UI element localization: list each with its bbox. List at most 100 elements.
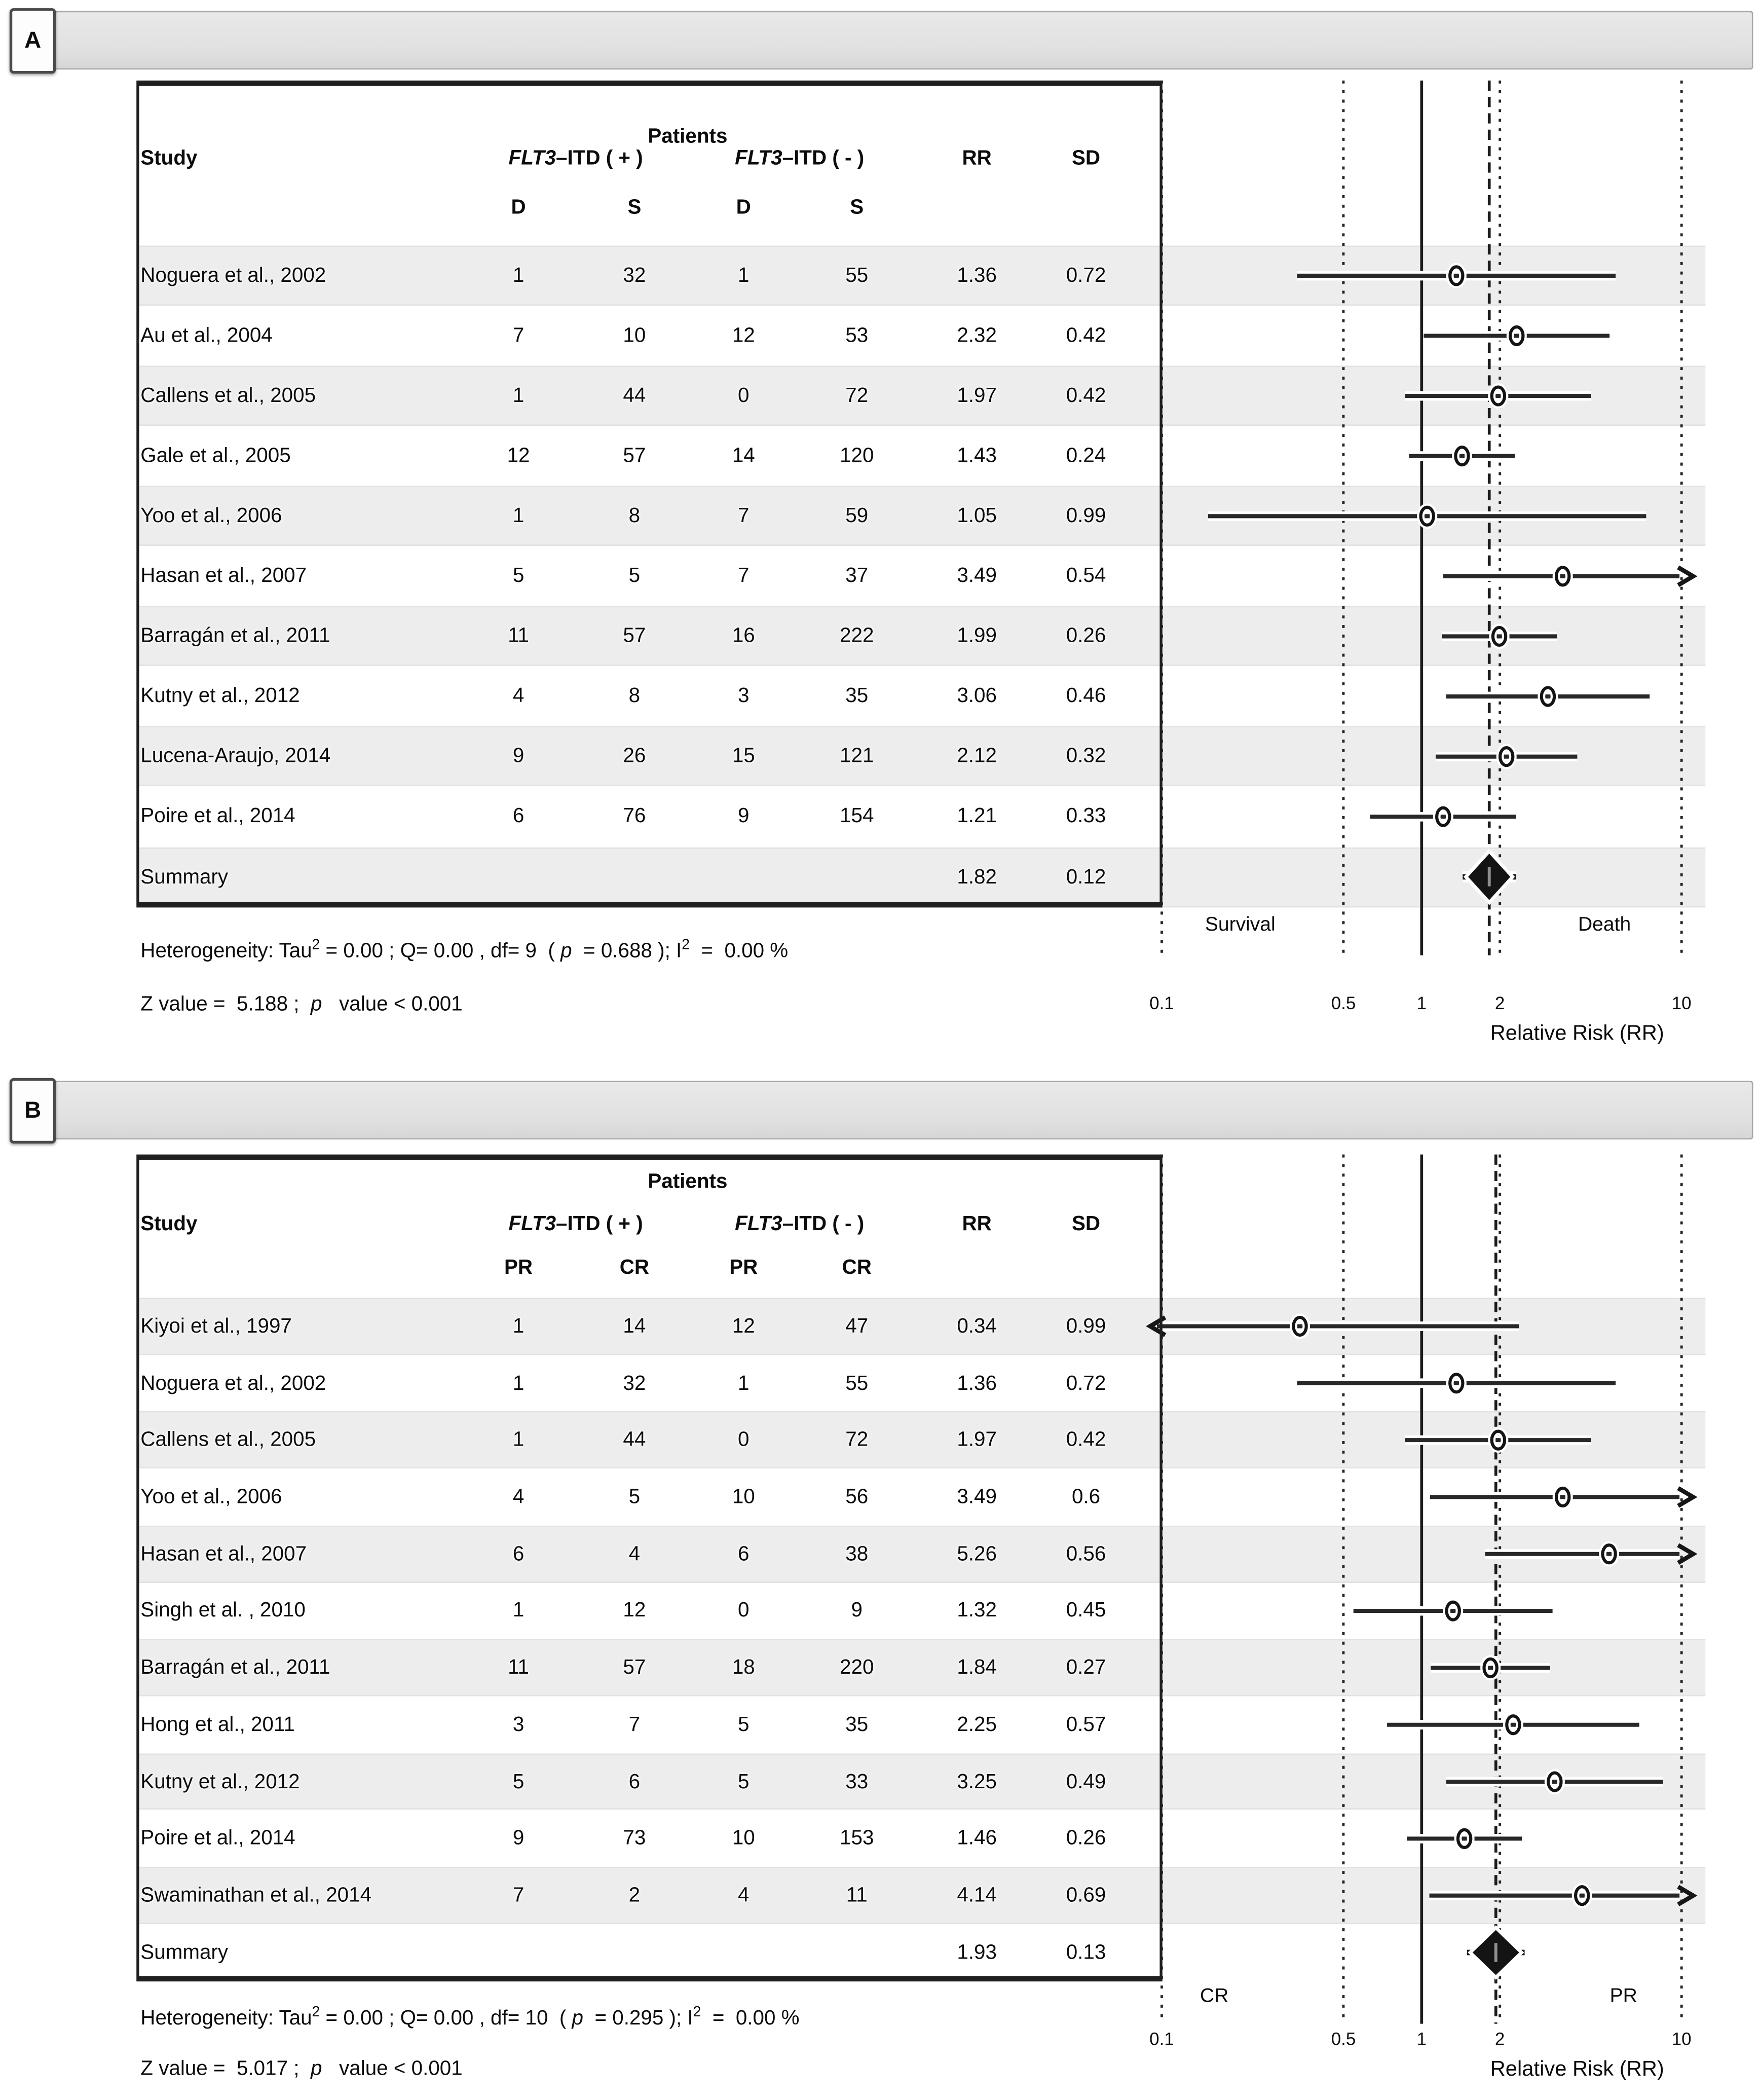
summary-label: Summary [140,865,229,889]
sd-value: 0.56 [1066,1542,1106,1566]
count-value: 10 [623,324,646,348]
count-value: 7 [738,504,750,528]
patients-header: Patients [648,1170,728,1194]
axis-tick-label: 0.1 [1149,2029,1174,2049]
count-value: 0 [738,1599,750,1623]
rr-value: 2.25 [957,1713,997,1737]
count-value: 37 [845,564,869,588]
count-value: 12 [732,324,755,348]
study-name: Kutny et al., 2012 [140,685,300,708]
count-value: 4 [628,1542,641,1566]
rr-value: 1.32 [957,1599,997,1623]
sd-value: 0.42 [1066,384,1106,408]
axis-title: Relative Risk (RR) [1490,2057,1664,2081]
axis-tick-label: 0.5 [1331,992,1356,1013]
count-value: 7 [628,1713,641,1737]
table-frame-a [136,80,1163,908]
forest-row-marks [1443,563,1698,589]
count-value: 7 [512,324,525,348]
count-value: 7 [512,1884,525,1907]
count-value: 26 [623,745,646,768]
study-name: Yoo et al., 2006 [140,1485,282,1509]
summary-sd-value: 0.12 [1066,865,1106,889]
forest-row-marks [1409,443,1515,469]
rr-point-marker [1554,566,1571,587]
study-header: Study [140,146,198,170]
heterogeneity-note: Heterogeneity: Tau2 = 0.00 ; Q= 0.00 , d… [140,937,789,963]
count-value: 0 [738,1428,750,1452]
forest-row-marks [1446,684,1650,709]
sd-value: 0.6 [1071,1485,1101,1509]
axis-title: Relative Risk (RR) [1490,1022,1664,1046]
summary-rr-value: 1.93 [957,1941,997,1964]
study-name: Kutny et al., 2012 [140,1770,300,1793]
axis-tick-label: 1 [1416,992,1427,1013]
rr-value: 1.99 [957,624,997,648]
sd-value: 0.99 [1066,1314,1106,1338]
rr-value: 1.21 [957,805,997,829]
study-name: Noguera et al., 2002 [140,264,326,287]
rr-value: 4.14 [957,1884,997,1907]
sd-value: 0.26 [1066,624,1106,648]
arrow-right-icon [1677,1486,1698,1508]
count-value: 5 [628,564,641,588]
sd-value: 0.54 [1066,564,1106,588]
panel-titlebar-a [54,10,1753,69]
patients-header: Patients [648,125,728,149]
panel-letter: B [24,1097,42,1123]
rr-point-marker [1456,1828,1473,1849]
count-value: 44 [623,384,646,408]
table-row-stripe [137,365,1706,426]
count-value: 6 [628,1770,641,1793]
axis-tick-label: 2 [1494,992,1505,1013]
z-value-note: Z value = 5.017 ; p value < 0.001 [140,2057,463,2081]
count-value: 1 [512,1371,525,1395]
group-pos-suffix: –ITD ( + ) [556,1212,643,1236]
study-name: Noguera et al., 2002 [140,1371,326,1395]
axis-tick-label: 10 [1671,992,1692,1013]
group-neg-header: FLT3–ITD ( - ) [735,146,864,170]
subcol-header: D [736,196,751,219]
count-value: 57 [623,1656,646,1680]
group-neg-header: FLT3–ITD ( - ) [735,1212,864,1236]
sd-value: 0.72 [1066,264,1106,287]
gene-name: FLT3 [735,146,782,170]
count-value: 12 [507,444,530,468]
subcol-header: PR [504,1256,533,1279]
group-pos-suffix: –ITD ( + ) [556,146,643,170]
axis-tick-label: 10 [1671,2029,1692,2049]
study-name: Poire et al., 2014 [140,805,295,829]
panel-label-chip-b: B [9,1078,56,1144]
count-value: 55 [845,1371,869,1395]
count-value: 9 [738,805,750,829]
gene-name: FLT3 [508,1212,556,1236]
count-value: 1 [512,1428,525,1452]
rr-point-marker [1540,686,1556,707]
rr-value: 5.26 [957,1542,997,1566]
count-value: 153 [840,1827,874,1851]
study-name: Kiyoi et al., 1997 [140,1314,292,1338]
study-name: Callens et al., 2005 [140,384,316,408]
axis-tick-label: 0.1 [1149,992,1174,1013]
count-value: 32 [623,264,646,287]
rr-value: 3.06 [957,685,997,708]
count-value: 5 [512,564,525,588]
rr-value: 1.46 [957,1827,997,1851]
rr-value: 1.97 [957,1428,997,1452]
count-value: 1 [512,264,525,287]
study-name: Barragán et al., 2011 [140,624,330,648]
count-value: 59 [845,504,869,528]
count-value: 44 [623,1428,646,1452]
rr-value: 1.36 [957,1371,997,1395]
subcol-header: CR [619,1256,650,1279]
study-name: Barragán et al., 2011 [140,1656,330,1680]
sd-value: 0.32 [1066,745,1106,768]
count-value: 154 [840,805,874,829]
count-value: 7 [738,564,750,588]
count-value: 57 [623,444,646,468]
rr-value: 1.97 [957,384,997,408]
summary-rr-value: 1.82 [957,865,997,889]
count-value: 10 [732,1827,755,1851]
forest-row-marks [1370,804,1516,830]
